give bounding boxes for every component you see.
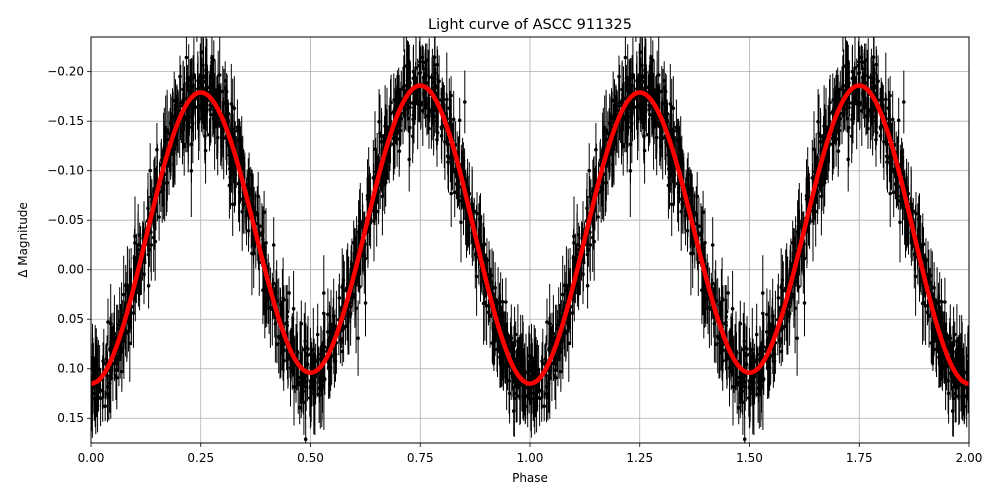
- y-tick-label: −0.10: [47, 164, 84, 178]
- x-tick-label: 0.50: [297, 451, 324, 465]
- y-tick-label: 0.05: [57, 312, 84, 326]
- x-tick-label: 1.50: [736, 451, 763, 465]
- y-tick-label: 0.10: [57, 362, 84, 376]
- data-markers: [91, 50, 969, 441]
- y-tick-label: −0.20: [47, 65, 84, 79]
- x-axis-label: Phase: [512, 471, 548, 485]
- x-axis-ticks: 0.00 0.25 0.50 0.75 1.00 1.25 1.50 1.75 2.00: [78, 443, 983, 465]
- x-tick-label: 1.00: [517, 451, 544, 465]
- y-tick-label: −0.05: [47, 213, 84, 227]
- y-tick-label: −0.15: [47, 114, 84, 128]
- y-tick-label: 0.15: [57, 411, 84, 425]
- x-tick-label: 1.25: [626, 451, 653, 465]
- x-tick-label: 0.00: [78, 451, 105, 465]
- y-tick-label: 0.00: [57, 263, 84, 277]
- y-axis-ticks: −0.20 −0.15 −0.10 −0.05 0.00 0.05 0.10 0.15: [47, 65, 91, 425]
- x-tick-label: 0.75: [407, 451, 434, 465]
- chart-title: Light curve of ASCC 911325: [428, 17, 632, 33]
- x-tick-label: 2.00: [956, 451, 983, 465]
- x-tick-label: 1.75: [846, 451, 873, 465]
- x-tick-label: 0.25: [187, 451, 214, 465]
- model-fit-curve: [91, 83, 969, 386]
- y-axis-label: Δ Magnitude: [16, 202, 30, 278]
